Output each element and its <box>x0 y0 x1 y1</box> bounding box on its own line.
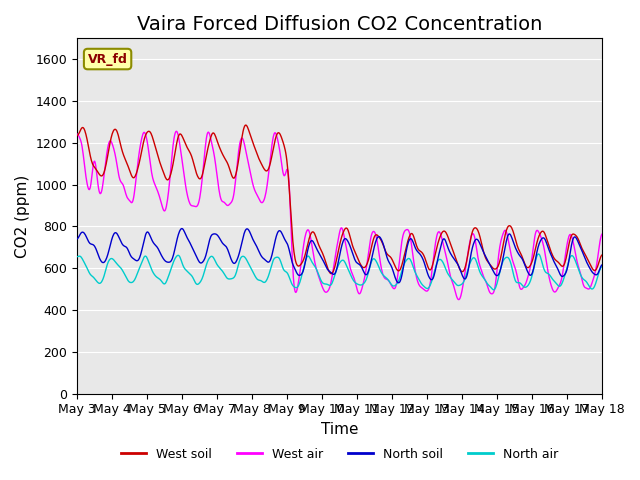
Y-axis label: CO2 (ppm): CO2 (ppm) <box>15 174 30 258</box>
Title: Vaira Forced Diffusion CO2 Concentration: Vaira Forced Diffusion CO2 Concentration <box>137 15 542 34</box>
Legend: West soil, West air, North soil, North air: West soil, West air, North soil, North a… <box>116 443 563 466</box>
X-axis label: Time: Time <box>321 422 358 437</box>
Text: VR_fd: VR_fd <box>88 52 127 66</box>
